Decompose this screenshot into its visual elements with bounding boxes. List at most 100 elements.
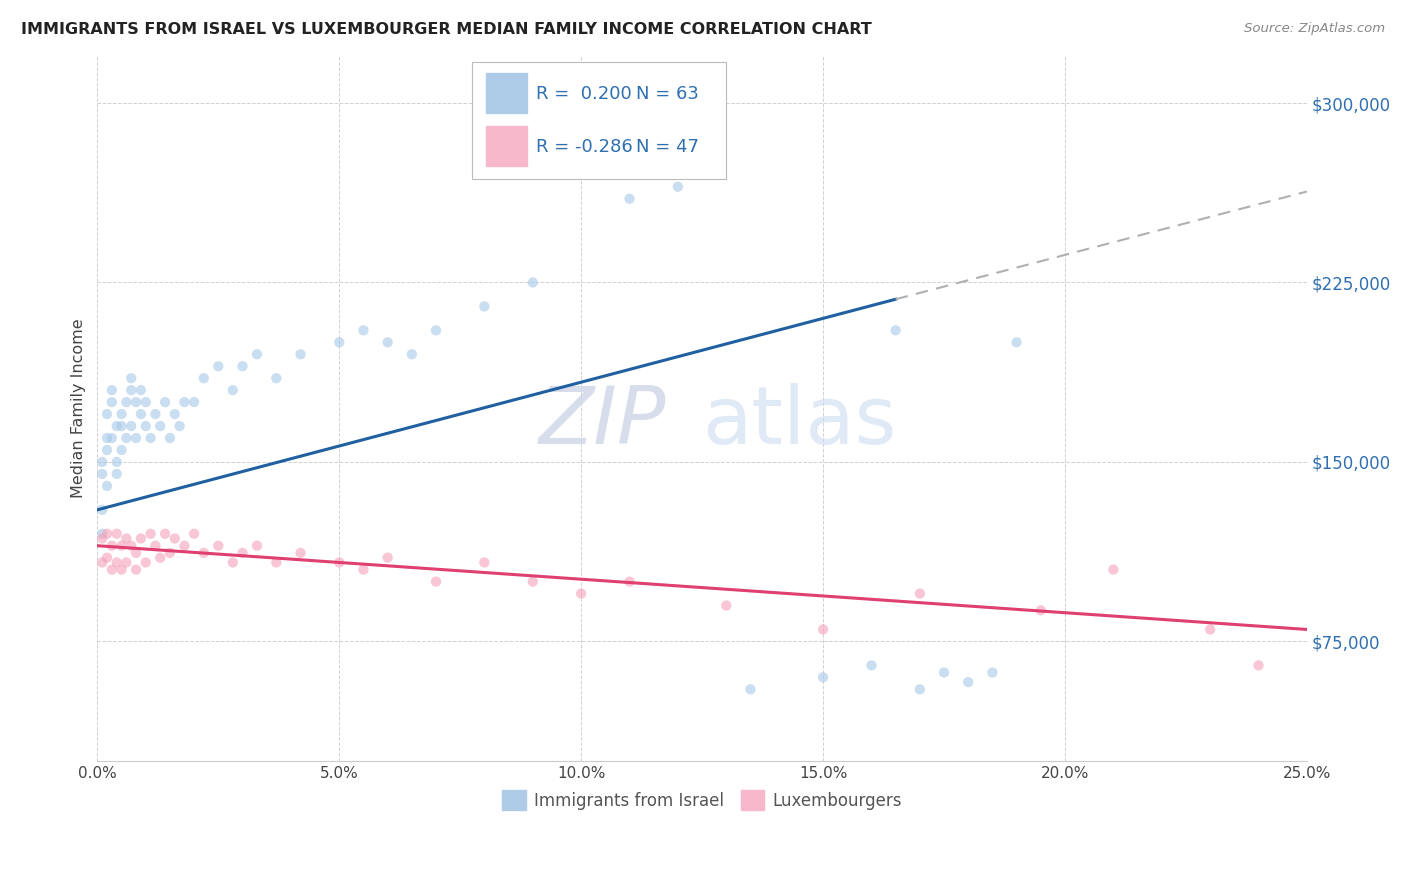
FancyBboxPatch shape [472,62,727,178]
Point [110,539,132,553]
Point [231,359,253,374]
Point [207,359,229,374]
Point [908,586,931,600]
Point [96,479,118,493]
Point [207,539,229,553]
Point [193,371,215,385]
Text: R =  0.200: R = 0.200 [537,85,633,103]
Point [139,526,162,541]
Point [105,455,128,469]
Point [159,546,181,560]
Point [149,550,172,565]
Point [1005,335,1028,350]
Point [163,407,186,421]
Point [96,550,118,565]
Point [96,407,118,421]
Point [125,431,148,445]
Point [193,546,215,560]
Point [246,539,269,553]
Point [139,431,162,445]
Point [811,623,834,637]
Point [328,556,350,570]
Point [110,407,132,421]
Point [740,682,762,697]
Point [569,586,592,600]
Point [91,467,114,481]
Point [96,431,118,445]
Point [981,665,1004,680]
Point [425,323,447,337]
Point [120,539,142,553]
Point [101,383,124,397]
Point [1247,658,1270,673]
Point [101,539,124,553]
Point [105,556,128,570]
Point [377,335,399,350]
Point [1199,623,1222,637]
Point [101,431,124,445]
Point [145,539,167,553]
Point [91,556,114,570]
Point [91,526,114,541]
Point [120,383,142,397]
Point [129,407,152,421]
Point [115,532,138,546]
Point [266,371,288,385]
Point [908,682,931,697]
Point [619,574,641,589]
Point [120,371,142,385]
Point [957,675,980,690]
Point [1029,603,1052,617]
Point [173,539,195,553]
Point [110,442,132,457]
Point [149,419,172,434]
Text: Source: ZipAtlas.com: Source: ZipAtlas.com [1244,22,1385,36]
Point [522,574,544,589]
Text: ZIP: ZIP [538,384,666,461]
Point [91,455,114,469]
Text: atlas: atlas [702,384,897,461]
Point [932,665,955,680]
Point [619,192,641,206]
Point [105,467,128,481]
Y-axis label: Median Family Income: Median Family Income [72,318,86,498]
Point [115,395,138,409]
Point [352,323,374,337]
Point [1102,563,1125,577]
Point [96,526,118,541]
Point [522,276,544,290]
Point [569,168,592,182]
Point [145,407,167,421]
FancyBboxPatch shape [485,127,527,166]
Point [135,419,157,434]
Point [120,419,142,434]
Text: IMMIGRANTS FROM ISRAEL VS LUXEMBOURGER MEDIAN FAMILY INCOME CORRELATION CHART: IMMIGRANTS FROM ISRAEL VS LUXEMBOURGER M… [21,22,872,37]
Point [266,556,288,570]
Text: R = -0.286: R = -0.286 [537,138,633,156]
Point [153,526,176,541]
Text: N = 47: N = 47 [636,138,699,156]
Point [125,395,148,409]
FancyBboxPatch shape [485,73,527,113]
Point [425,574,447,589]
Point [377,550,399,565]
Point [474,300,496,314]
Point [811,670,834,684]
Point [222,383,245,397]
Point [115,431,138,445]
Point [290,546,312,560]
Point [352,563,374,577]
Point [290,347,312,361]
Point [101,395,124,409]
Point [110,419,132,434]
Point [231,546,253,560]
Point [125,563,148,577]
Point [169,419,191,434]
Point [135,395,157,409]
Point [666,179,689,194]
Point [91,532,114,546]
Text: N = 63: N = 63 [636,85,699,103]
Point [246,347,269,361]
Point [222,556,245,570]
Legend: Immigrants from Israel, Luxembourgers: Immigrants from Israel, Luxembourgers [496,784,908,816]
